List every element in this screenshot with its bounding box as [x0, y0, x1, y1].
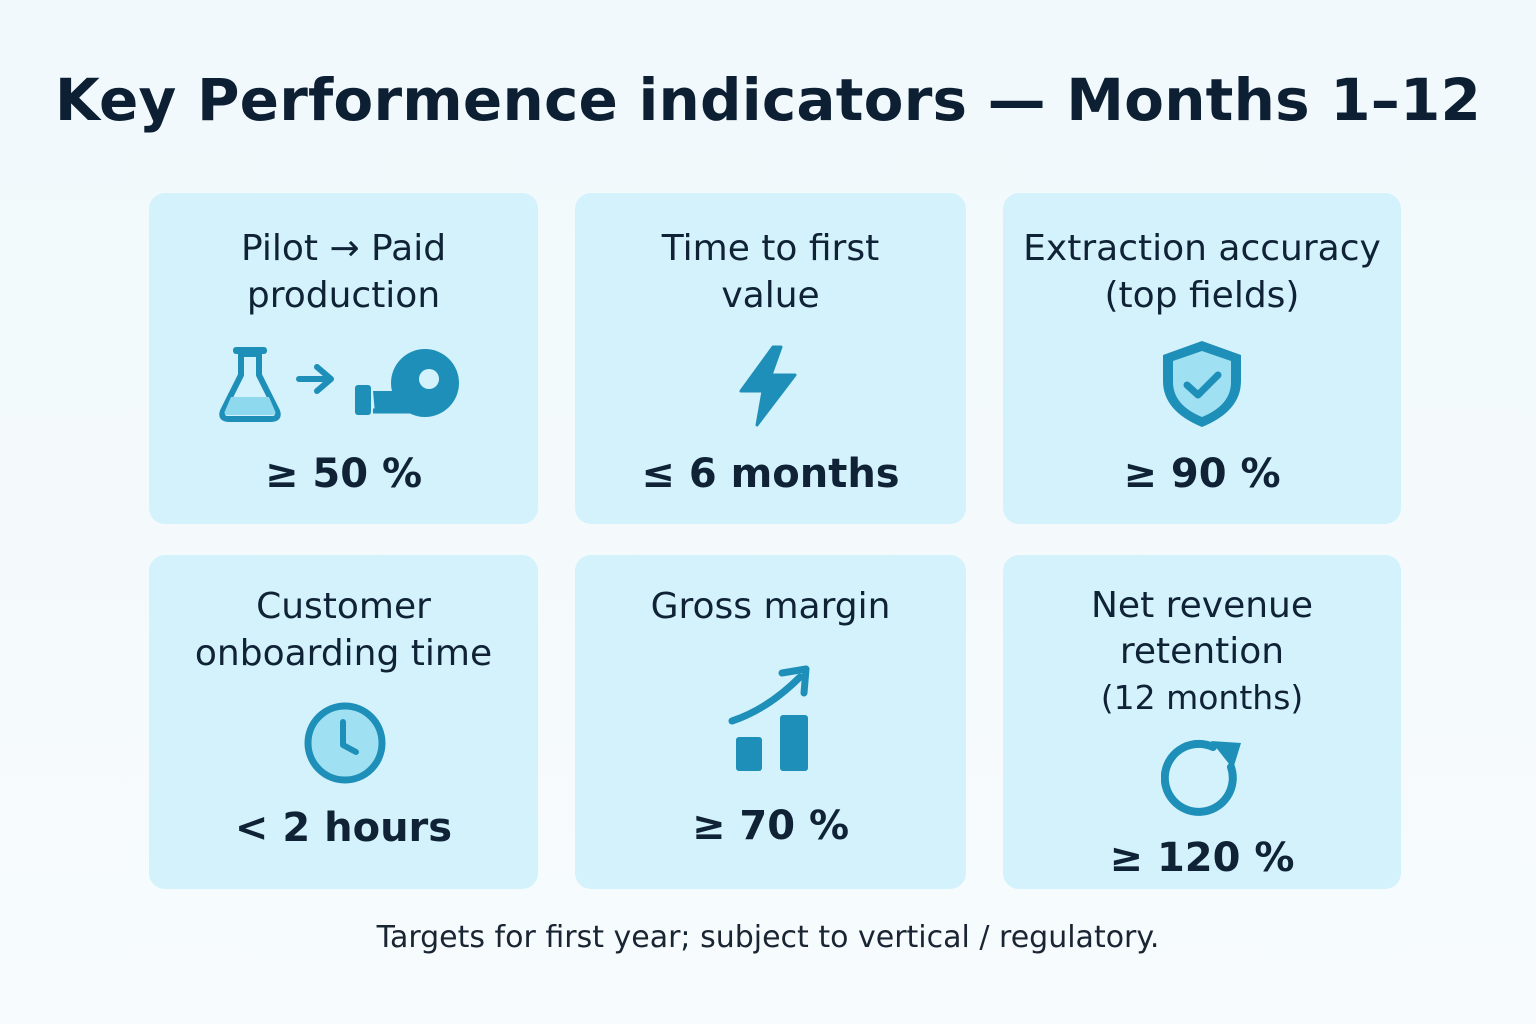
kpi-card-value: ≥ 50 %: [264, 451, 423, 497]
kpi-label-line: (12 months): [1100, 678, 1304, 717]
kpi-card-label: Time to first value: [585, 225, 956, 319]
kpi-card-time-to-value: Time to first value ≤ 6 months: [575, 193, 966, 524]
kpi-label-line: production: [246, 275, 441, 316]
footnote: Targets for first year; subject to verti…: [376, 920, 1160, 955]
kpi-card-label: Extraction accuracy (top fields): [1013, 225, 1391, 319]
shield-check-icon: [1157, 337, 1247, 431]
kpi-label-line: Gross margin: [650, 586, 891, 627]
kpi-label-line: Extraction accuracy: [1023, 228, 1381, 269]
arrow-right-icon: [296, 364, 334, 394]
kpi-label-line: Pilot → Paid: [240, 228, 447, 269]
refresh-cycle-icon: [1161, 737, 1247, 821]
flask-arrow-hand-icon: [217, 345, 467, 425]
kpi-card-label: Net revenue retention (12 months): [1013, 583, 1391, 721]
kpi-card-value: ≥ 120 %: [1109, 835, 1295, 881]
kpi-card-pilot-to-paid: Pilot → Paid production: [149, 193, 538, 524]
kpi-card-onboarding-time: Customer onboarding time < 2 hours: [149, 555, 538, 889]
kpi-label-line: onboarding time: [194, 633, 493, 674]
kpi-label-line: retention: [1119, 631, 1285, 672]
kpi-card-value: ≥ 90 %: [1123, 451, 1281, 497]
kpi-card-value: ≤ 6 months: [641, 451, 900, 497]
kpi-card-value: < 2 hours: [234, 805, 453, 851]
kpi-card-value: ≥ 70 %: [691, 803, 850, 849]
flask-icon: [219, 347, 281, 422]
page-title: Key Performence indicators — Months 1–12: [54, 66, 1482, 134]
kpi-card-label: Customer onboarding time: [159, 583, 528, 677]
hand-coin-icon: [355, 349, 459, 417]
clock-icon: [302, 700, 388, 786]
kpi-card-label: Pilot → Paid production: [159, 225, 528, 319]
kpi-card-extraction-accuracy: Extraction accuracy (top fields) ≥ 90 %: [1003, 193, 1401, 524]
kpi-card-gross-margin: Gross margin ≥ 70 %: [575, 555, 966, 889]
kpi-label-line: (top fields): [1104, 275, 1300, 316]
kpi-label-line: Net revenue: [1090, 585, 1314, 626]
kpi-card-label: Gross margin: [585, 583, 956, 630]
kpi-label-line: Customer: [256, 586, 431, 627]
kpi-card-net-revenue-retention: Net revenue retention (12 months) ≥ 120 …: [1003, 555, 1401, 889]
kpi-label-line: Time to first: [661, 228, 880, 269]
lightning-icon: [735, 345, 801, 427]
kpi-label-line: value: [721, 275, 820, 316]
bar-chart-trend-up-icon: [728, 665, 812, 775]
